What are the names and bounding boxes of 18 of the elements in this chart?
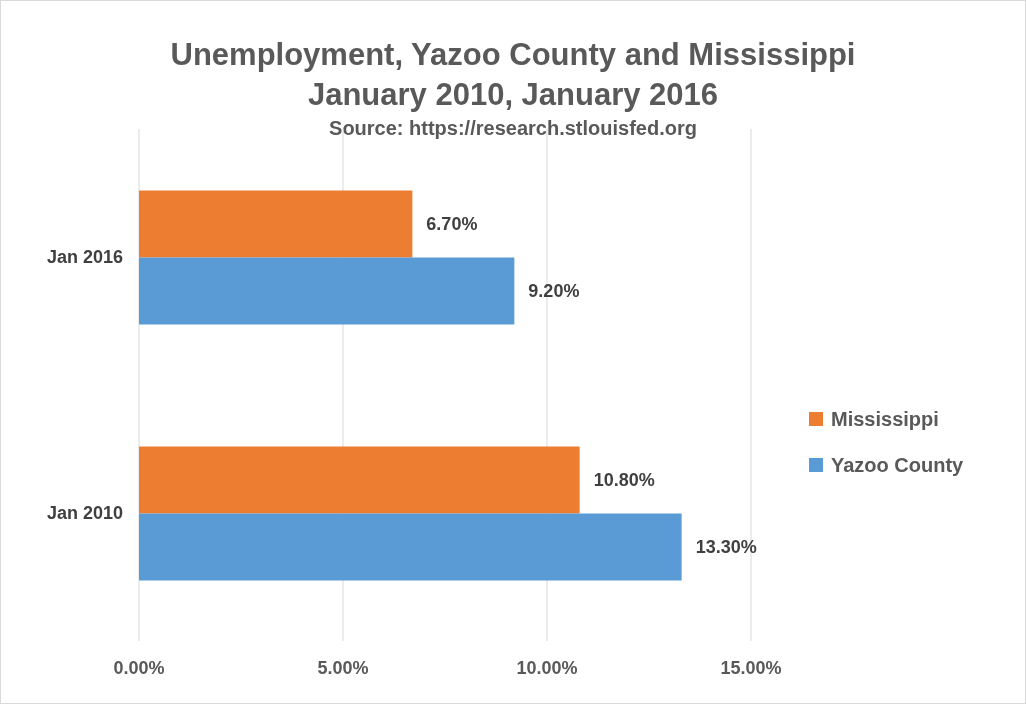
data-label: 13.30% [695,537,757,558]
x-tick-label: 5.00% [317,657,369,678]
data-label: 10.80% [593,470,655,491]
y-tick-label: Jan 2016 [46,247,123,268]
annotation: Source: https://research.stlouisfed.org [328,116,698,141]
bar [139,257,515,325]
bar [139,513,682,581]
chart-title: Unemployment, Yazoo County and Mississippi January 2010, January 2016 [169,36,857,114]
legend-label: Mississippi [831,407,939,431]
data-label: 9.20% [528,281,580,302]
bar [139,446,580,514]
data-label: 6.70% [426,214,478,235]
legend-label: Yazoo County [831,453,964,477]
x-tick-label: 10.00% [516,657,578,678]
bar [139,190,413,258]
y-tick-label: Jan 2010 [46,503,123,524]
x-tick-label: 0.00% [113,657,165,678]
x-tick-label: 15.00% [720,657,782,678]
